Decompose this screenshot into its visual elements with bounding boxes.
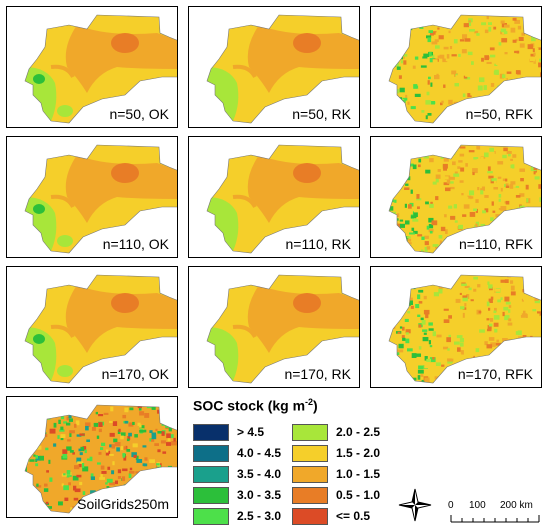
legend-swatch xyxy=(193,424,229,441)
legend-label: 3.0 - 3.5 xyxy=(237,488,282,502)
scale-tick-label: 200 km xyxy=(500,500,533,511)
map-n170-rk xyxy=(206,274,359,384)
scale-tick-label: 0 xyxy=(448,500,454,511)
legend-swatch xyxy=(292,508,328,525)
legend-swatch xyxy=(292,424,328,441)
panel-label: n=50, OK xyxy=(109,106,169,122)
legend-label: > 4.5 xyxy=(237,425,265,439)
panel-label: n=110, RK xyxy=(285,236,351,252)
panel-label: n=170, RK xyxy=(284,366,351,382)
map-n110-rfk xyxy=(388,144,541,254)
map-panel-n170-rk: n=170, RK xyxy=(188,266,360,388)
map-panel-n110-rk: n=110, RK xyxy=(188,136,360,258)
map-panel-soilgrids: SoilGrids250m xyxy=(6,396,178,518)
map-panel-n110-ok: n=110, OK xyxy=(6,136,178,258)
scale-tick-label: 100 xyxy=(469,500,486,511)
legend-label: <= 0.5 xyxy=(336,509,371,523)
map-n170-rfk xyxy=(388,274,541,384)
legend-label: 2.5 - 3.0 xyxy=(237,509,282,523)
scale-bar: 0 100 200 km xyxy=(448,500,544,526)
map-panel-n50-rk: n=50, RK xyxy=(188,6,360,128)
map-panel-n170-rfk: n=170, RFK xyxy=(370,266,542,388)
legend-label: 2.0 - 2.5 xyxy=(336,425,381,439)
map-n170-ok xyxy=(24,274,177,384)
map-soilgrids xyxy=(24,404,177,514)
panel-label: SoilGrids250m xyxy=(77,496,169,512)
map-n50-rfk xyxy=(388,14,541,124)
panel-label: n=50, RFK xyxy=(465,106,533,122)
map-n50-ok xyxy=(24,14,177,124)
legend-label: 1.0 - 1.5 xyxy=(336,467,381,481)
panel-label: n=110, RFK xyxy=(458,236,533,252)
legend-title: SOC stock (kg m-2) xyxy=(193,397,318,414)
legend-label: 4.0 - 4.5 xyxy=(237,446,282,460)
scale-bar-graphic xyxy=(450,515,540,523)
legend-label: 1.5 - 2.0 xyxy=(336,446,381,460)
legend-swatch xyxy=(193,487,229,504)
legend-label: 0.5 - 1.0 xyxy=(336,488,381,502)
map-n110-rk xyxy=(206,144,359,254)
map-n50-rk xyxy=(206,14,359,124)
map-n110-ok xyxy=(24,144,177,254)
legend-swatch xyxy=(292,445,328,462)
panel-label: n=170, RFK xyxy=(457,366,533,382)
legend-label: 3.5 - 4.0 xyxy=(237,467,282,481)
legend-swatch xyxy=(193,466,229,483)
map-panel-n170-ok: n=170, OK xyxy=(6,266,178,388)
map-panel-n50-rfk: n=50, RFK xyxy=(370,6,542,128)
map-panel-n50-ok: n=50, OK xyxy=(6,6,178,128)
panel-label: n=50, RK xyxy=(292,106,351,122)
compass-rose-icon xyxy=(398,488,432,522)
legend-swatch xyxy=(193,508,229,525)
legend-swatch xyxy=(193,445,229,462)
panel-label: n=170, OK xyxy=(101,366,169,382)
legend-swatch xyxy=(292,487,328,504)
map-panel-n110-rfk: n=110, RFK xyxy=(370,136,542,258)
legend-swatch xyxy=(292,466,328,483)
panel-label: n=110, OK xyxy=(102,236,169,252)
